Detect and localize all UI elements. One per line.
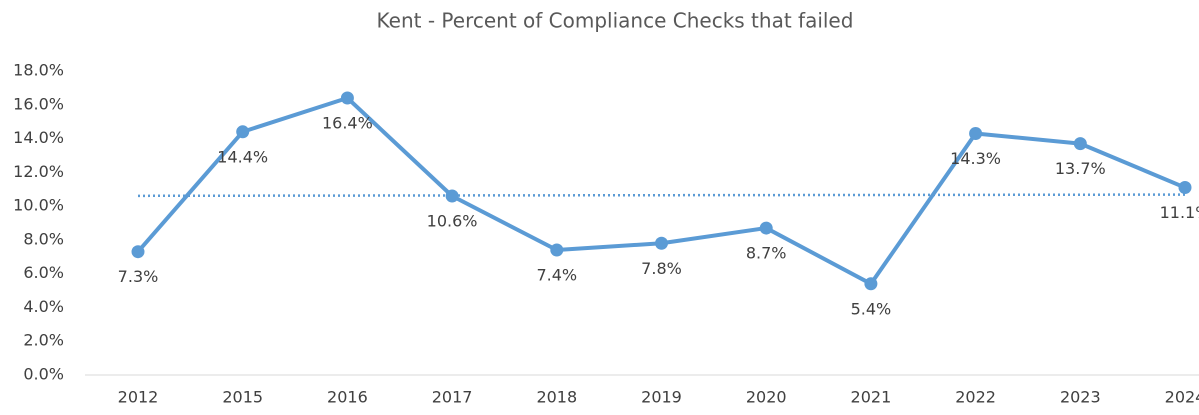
data-point — [445, 189, 459, 203]
data-point — [759, 221, 773, 235]
y-tick-label: 2.0% — [23, 331, 64, 350]
x-tick-label: 2017 — [432, 388, 473, 407]
y-tick-label: 12.0% — [13, 162, 64, 181]
y-tick-label: 14.0% — [13, 128, 64, 147]
data-label: 7.4% — [536, 266, 577, 285]
data-point — [864, 277, 878, 291]
data-label: 13.7% — [1055, 159, 1106, 178]
y-tick-label: 8.0% — [23, 229, 64, 248]
y-tick-label: 0.0% — [23, 365, 64, 384]
x-tick-label: 2015 — [222, 388, 263, 407]
data-point — [969, 126, 983, 140]
data-label: 10.6% — [427, 211, 478, 230]
y-tick-label: 6.0% — [23, 263, 64, 282]
x-tick-label: 2022 — [955, 388, 996, 407]
x-tick-label: 2012 — [118, 388, 159, 407]
data-point — [1178, 181, 1192, 195]
data-label: 14.4% — [217, 147, 268, 166]
x-tick-label: 2023 — [1060, 388, 1101, 407]
y-tick-label: 18.0% — [13, 61, 64, 80]
data-point — [655, 236, 668, 250]
x-tick-label: 2020 — [746, 388, 787, 407]
trendline — [137, 193, 1186, 198]
data-point — [131, 245, 145, 259]
y-tick-label: 10.0% — [13, 196, 64, 215]
data-label: 7.3% — [118, 267, 159, 286]
x-tick-label: 2021 — [851, 388, 892, 407]
x-tick-label: 2018 — [536, 388, 577, 407]
data-label: 11.1% — [1160, 203, 1199, 222]
chart-title: Kent - Percent of Compliance Checks that… — [377, 9, 854, 33]
data-point — [550, 243, 564, 257]
y-tick-label: 16.0% — [13, 94, 64, 113]
x-tick-label: 2024 — [1165, 388, 1199, 407]
line-series — [136, 96, 1186, 286]
data-label: 8.7% — [746, 244, 787, 263]
data-label: 7.8% — [641, 259, 682, 278]
data-point — [236, 125, 250, 139]
x-tick-label: 2019 — [641, 388, 682, 407]
data-label: 14.3% — [950, 149, 1001, 168]
data-point — [1073, 137, 1087, 151]
y-tick-label: 4.0% — [23, 297, 64, 316]
data-point — [340, 91, 354, 105]
data-label: 5.4% — [851, 299, 892, 318]
data-label: 16.4% — [322, 114, 373, 133]
x-tick-label: 2016 — [327, 388, 368, 407]
